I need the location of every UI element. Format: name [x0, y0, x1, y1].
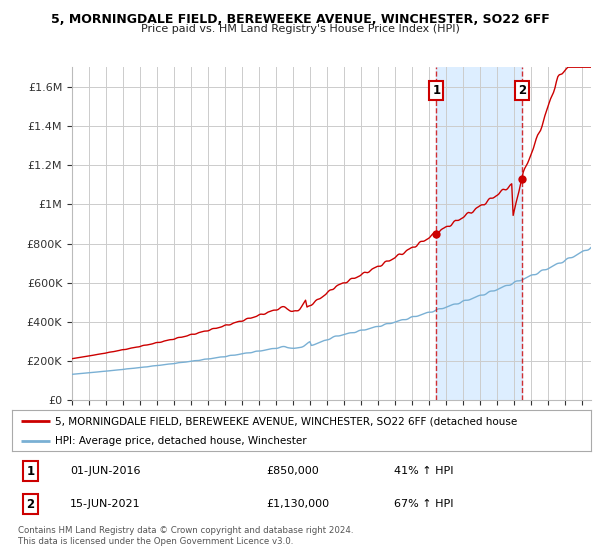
Text: Price paid vs. HM Land Registry's House Price Index (HPI): Price paid vs. HM Land Registry's House …	[140, 24, 460, 34]
Text: 15-JUN-2021: 15-JUN-2021	[70, 499, 140, 509]
Text: £1,130,000: £1,130,000	[267, 499, 330, 509]
Text: 2: 2	[518, 84, 526, 97]
Text: £850,000: £850,000	[267, 466, 320, 476]
Text: 01-JUN-2016: 01-JUN-2016	[70, 466, 140, 476]
Text: 1: 1	[26, 465, 35, 478]
Text: Contains HM Land Registry data © Crown copyright and database right 2024.
This d: Contains HM Land Registry data © Crown c…	[18, 526, 353, 546]
Text: 41% ↑ HPI: 41% ↑ HPI	[394, 466, 454, 476]
Text: 1: 1	[433, 84, 440, 97]
Text: HPI: Average price, detached house, Winchester: HPI: Average price, detached house, Winc…	[55, 436, 307, 446]
Text: 67% ↑ HPI: 67% ↑ HPI	[394, 499, 454, 509]
Text: 5, MORNINGDALE FIELD, BEREWEEKE AVENUE, WINCHESTER, SO22 6FF (detached house: 5, MORNINGDALE FIELD, BEREWEEKE AVENUE, …	[55, 417, 518, 426]
Bar	[436, 67, 522, 400]
Text: 5, MORNINGDALE FIELD, BEREWEEKE AVENUE, WINCHESTER, SO22 6FF: 5, MORNINGDALE FIELD, BEREWEEKE AVENUE, …	[50, 13, 550, 26]
Text: 2: 2	[26, 497, 35, 511]
